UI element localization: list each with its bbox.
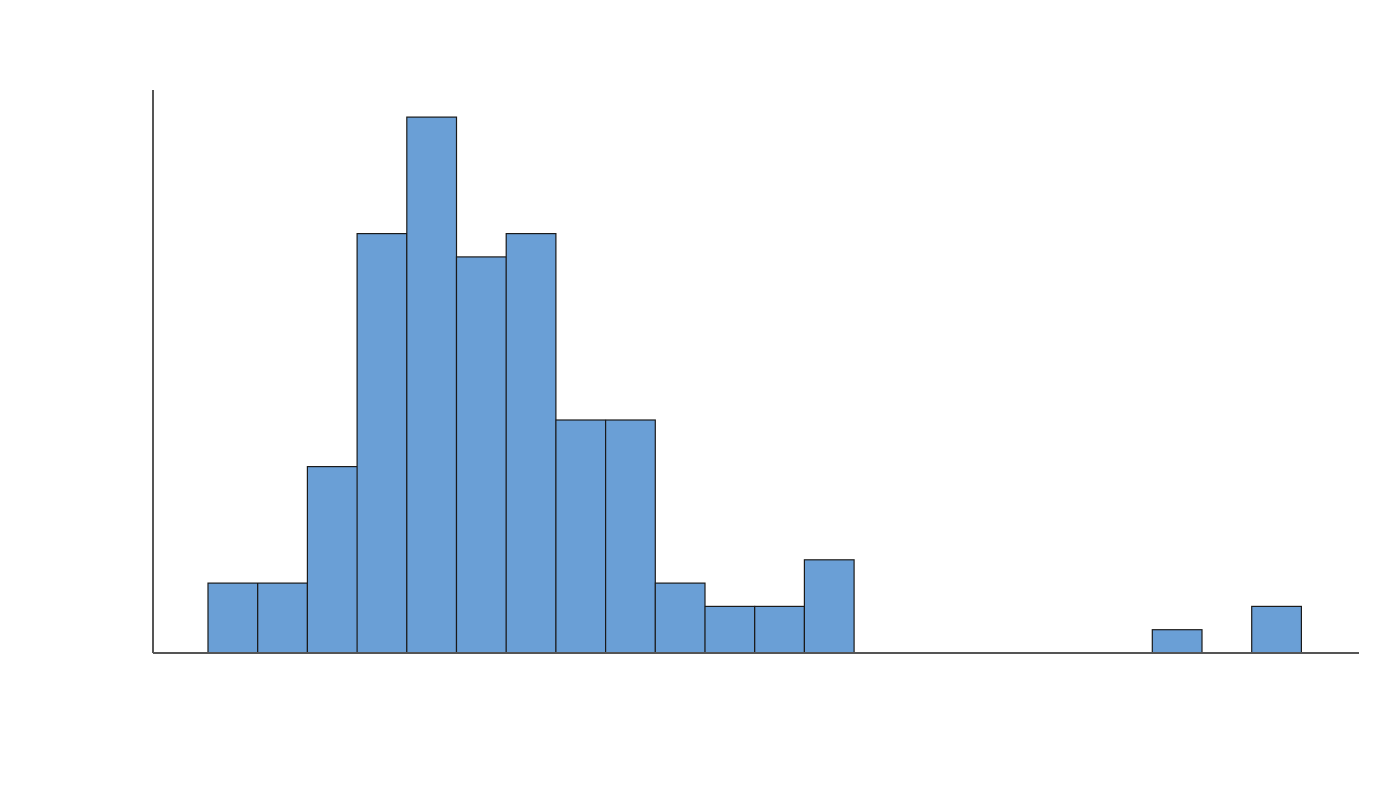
- histogram-bar-4: [356, 233, 408, 654]
- histogram-bar-12: [754, 605, 806, 654]
- histogram-bar-3: [306, 466, 358, 654]
- bars-layer: [207, 116, 1302, 654]
- histogram-bar-1: [207, 582, 259, 654]
- histogram-bar-7: [505, 233, 557, 654]
- histogram-bar-5: [406, 116, 458, 654]
- histogram-bar-22: [1251, 605, 1302, 654]
- histogram-bar-13: [803, 559, 855, 654]
- histogram-bar-8: [555, 419, 607, 654]
- histogram-bar-11: [704, 605, 756, 654]
- histogram-bar-10: [654, 582, 706, 654]
- histogram-bar-6: [455, 256, 507, 654]
- histogram-bar-2: [257, 582, 309, 654]
- histogram-bar-20: [1151, 629, 1203, 654]
- histogram-bar-9: [604, 419, 656, 654]
